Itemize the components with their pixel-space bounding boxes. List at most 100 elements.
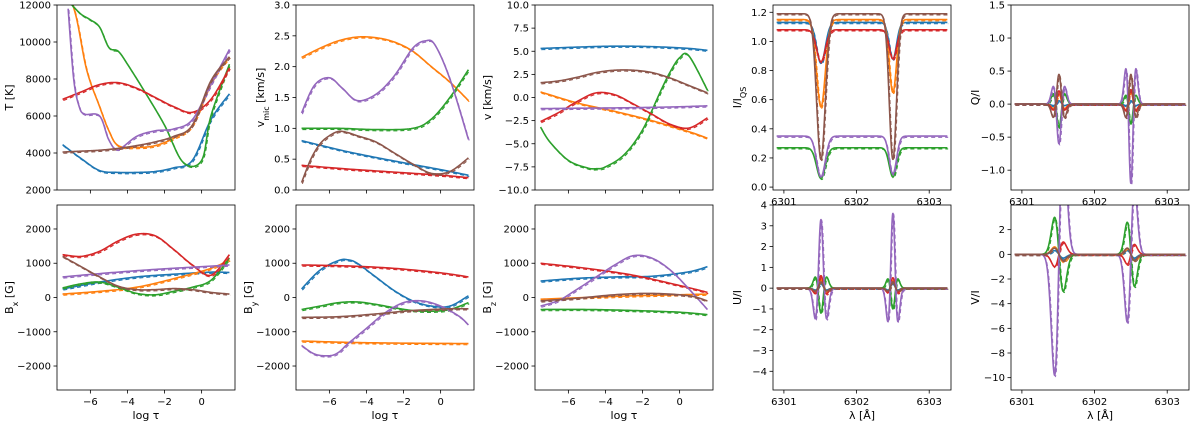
y-tick-label: −2000 <box>17 362 51 373</box>
series-line-2-dashed <box>72 5 231 150</box>
x-tick-label: 6302 <box>1082 397 1107 408</box>
x-tick-label: −4 <box>359 397 374 408</box>
series-line-2-dashed <box>1015 91 1187 112</box>
series-line-6 <box>62 255 230 295</box>
y-tick-label: −5.0 <box>505 139 529 150</box>
y-tick-label: 8000 <box>26 75 51 86</box>
y-axis-label: U/I <box>731 290 744 305</box>
y-tick-label: −2.5 <box>505 116 529 127</box>
y-tick-label: 2000 <box>26 186 51 197</box>
x-tick-label: 6303 <box>916 397 941 408</box>
series-line-4-dashed <box>63 68 231 115</box>
series-line-6 <box>300 130 469 183</box>
x-tick-label: 0 <box>676 397 682 408</box>
series-line-2 <box>540 91 708 139</box>
x-tick-label: 6302 <box>844 397 869 408</box>
x-axis-label: λ [Å] <box>849 409 875 421</box>
axes-frame <box>56 4 236 191</box>
x-tick-label: −4 <box>598 397 613 408</box>
series-line-4 <box>1014 88 1186 112</box>
x-tick-label: 6302 <box>1082 197 1107 208</box>
series-group <box>62 232 231 297</box>
y-tick-label: 1.0 <box>989 34 1005 45</box>
series-line-2-dashed <box>777 280 949 294</box>
series-line-2 <box>776 18 948 108</box>
series-line-5 <box>776 135 948 178</box>
y-tick-label: −7.5 <box>505 162 529 173</box>
series-line-3-dashed <box>777 277 949 315</box>
y-tick-label: −10 <box>984 373 1005 384</box>
y-tick-label: 1.0 <box>751 37 767 48</box>
series-line-1-dashed <box>302 141 470 177</box>
chart-panel-8: −6 −4 −2 0 −2000 −1000 0 1000 2000 Bz [G] log τ <box>481 204 714 421</box>
y-tick-label: 0 <box>761 284 767 295</box>
series-line-1-dashed <box>541 46 709 53</box>
x-axis-label: log τ <box>133 409 160 421</box>
series-line-4-dashed <box>63 234 231 278</box>
y-tick-label: 0.4 <box>751 124 767 135</box>
axes-frame <box>772 4 952 191</box>
x-tick-label: 0 <box>198 397 204 408</box>
axes-frame <box>772 204 952 391</box>
y-tick-label: 2000 <box>265 224 290 235</box>
series-line-3 <box>301 301 469 313</box>
series-line-5-dashed <box>1015 68 1187 186</box>
y-tick-label: 0.8 <box>751 66 767 77</box>
series-line-3-dashed <box>541 310 709 317</box>
x-tick-label: −2 <box>635 397 650 408</box>
chart-panel-3: −10.0 −7.5 −5.0 −2.5 0.0 2.5 5.0 7.5 10.0 v [km/s… <box>481 1 714 197</box>
series-line-6-dashed <box>777 282 949 293</box>
chart-panel-4: 6301 6302 6303 0.0 0.2 0.4 0.6 0.8 1.0 1.2 I/IQS <box>731 4 952 208</box>
series-line-1 <box>62 93 231 174</box>
series-line-6 <box>62 56 231 153</box>
series-line-5-dashed <box>1015 205 1187 378</box>
y-axis-label: V/I <box>969 290 982 304</box>
series-group <box>1014 67 1187 186</box>
series-line-1 <box>300 258 469 308</box>
series-line-4 <box>62 232 231 277</box>
y-tick-label: 2000 <box>26 224 51 235</box>
y-tick-label: 6000 <box>26 112 51 123</box>
y-tick-label: 2 <box>761 242 767 253</box>
series-line-4 <box>776 28 948 63</box>
x-axis-label: log τ <box>372 409 399 421</box>
series-line-4-dashed <box>777 276 949 296</box>
y-tick-label: 12000 <box>19 1 51 12</box>
series-line-5 <box>62 264 230 278</box>
y-tick-label: 0 <box>523 293 529 304</box>
y-tick-label: −3 <box>752 346 767 357</box>
y-tick-label: 0.6 <box>751 95 767 106</box>
series-line-3-dashed <box>540 54 709 171</box>
y-tick-label: −1000 <box>495 327 529 338</box>
y-tick-label: −10.0 <box>498 186 529 197</box>
x-tick-label: 6301 <box>771 397 796 408</box>
y-tick-label: 0 <box>45 293 51 304</box>
y-tick-label: 0.0 <box>513 93 529 104</box>
y-tick-label: 2000 <box>504 224 529 235</box>
series-line-1-dashed <box>63 94 231 175</box>
y-tick-label: 0 <box>284 293 290 304</box>
axes-frame <box>534 4 714 191</box>
series-line-5 <box>67 8 231 151</box>
series-line-3-dashed <box>777 148 949 181</box>
y-tick-label: 1.2 <box>751 8 767 19</box>
series-line-1-dashed <box>777 23 949 66</box>
series-line-6-dashed <box>63 257 231 296</box>
y-axis-label: vmic [km/s] <box>254 68 271 128</box>
y-axis-label: v [km/s] <box>481 75 494 120</box>
series-line-5-dashed <box>541 255 709 312</box>
x-tick-label: −4 <box>120 397 135 408</box>
axes-frame <box>1010 4 1190 191</box>
y-tick-label: 2.5 <box>513 70 529 81</box>
series-line-4 <box>776 274 948 295</box>
series-line-2-dashed <box>777 20 949 109</box>
series-group <box>540 254 709 317</box>
series-line-6-dashed <box>1015 74 1187 120</box>
x-tick-label: 0 <box>437 397 443 408</box>
x-tick-label: −2 <box>157 397 172 408</box>
y-axis-label: Bx [G] <box>3 281 20 314</box>
series-line-2 <box>301 36 470 102</box>
series-line-5 <box>300 39 470 140</box>
y-tick-label: −1000 <box>17 327 51 338</box>
